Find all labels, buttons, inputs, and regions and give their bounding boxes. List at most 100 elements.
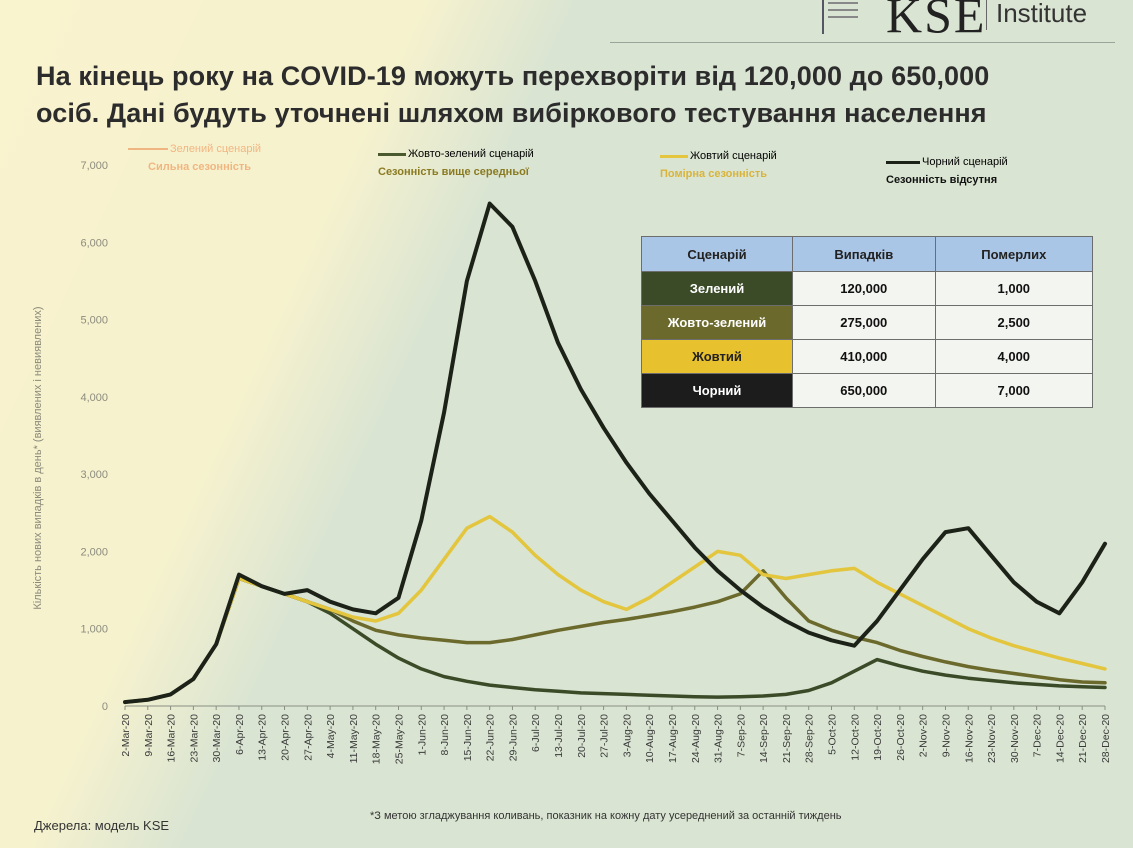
- table-header-scenario: Сценарій: [641, 236, 793, 272]
- y-tick-label: 4,000: [80, 392, 108, 404]
- x-tick-label: 3-Aug-20: [621, 714, 633, 757]
- x-tick-label: 13-Jul-20: [553, 714, 565, 758]
- legend-green: Зелений сценарій Сильна сезонність: [128, 143, 261, 173]
- series-line-green: [123, 576, 1107, 704]
- legend-label-black: Чорний сценарій: [922, 156, 1008, 168]
- y-tick-label: 3,000: [80, 469, 108, 481]
- headline-line-1: На кінець року на COVID-19 можуть перехв…: [36, 61, 990, 91]
- x-tick-label: 30-Mar-20: [211, 714, 223, 763]
- x-tick-label: 24-Aug-20: [690, 714, 702, 763]
- y-tick-label: 2,000: [80, 546, 108, 558]
- legend-sub-yellow: Помірна сезонність: [660, 168, 767, 180]
- y-tick-label: 5,000: [80, 315, 108, 327]
- scenario-table: Сценарій Випадків Померлих Зелений 120,0…: [641, 236, 1094, 408]
- x-tick-label: 16-Nov-20: [963, 714, 975, 763]
- table-row: Жовто-зелений 275,000 2,500: [641, 305, 1094, 340]
- headline-line-2: осіб. Дані будуть уточнені шляхом вибірк…: [36, 98, 987, 128]
- legend-black: Чорний сценарій Сезонність відсутня: [886, 156, 1008, 186]
- x-tick-label: 20-Jul-20: [576, 714, 588, 758]
- legend-label-green: Зелений сценарій: [170, 143, 262, 155]
- x-tick-label: 20-Apr-20: [280, 714, 292, 761]
- logo-separator: [986, 0, 987, 30]
- legend-label-yellow: Жовтий сценарій: [690, 150, 777, 162]
- x-tick-label: 28-Dec-20: [1100, 714, 1112, 763]
- y-tick-label: 6,000: [80, 237, 108, 249]
- legend-sub-green: Сильна сезонність: [148, 161, 252, 173]
- x-tick-label: 31-Aug-20: [713, 714, 725, 763]
- scenario-name: Жовто-зелений: [641, 305, 793, 340]
- scenario-cases: 120,000: [792, 271, 936, 306]
- legend-swatch-yellow-green: [378, 152, 406, 156]
- x-tick-label: 21-Sep-20: [781, 714, 793, 763]
- table-row: Жовтий 410,000 4,000: [641, 339, 1094, 374]
- x-tick-label: 28-Sep-20: [804, 714, 816, 763]
- scenario-cases: 410,000: [792, 339, 936, 374]
- x-tick-label: 15-Jun-20: [462, 714, 474, 761]
- kse-logo: KSE: [886, 0, 987, 43]
- header-rule: [610, 42, 1115, 43]
- x-tick-label: 1-Jun-20: [416, 714, 428, 756]
- legend-swatch-black: [886, 160, 920, 164]
- scenario-name: Чорний: [641, 373, 793, 408]
- legend-yellow-green: Жовто-зелений сценарій Сезонність вище с…: [378, 148, 534, 178]
- x-tick-label: 12-Oct-20: [849, 714, 861, 761]
- table-header-row: Сценарій Випадків Померлих: [641, 236, 1094, 272]
- x-tick-label: 19-Oct-20: [872, 714, 884, 761]
- legend-sub-black: Сезонність відсутня: [886, 174, 998, 186]
- x-tick-label: 14-Dec-20: [1054, 714, 1066, 763]
- scenario-deaths: 1,000: [934, 271, 1094, 306]
- scenario-name: Жовтий: [641, 339, 793, 374]
- x-tick-label: 6-Jul-20: [530, 714, 542, 752]
- x-tick-label: 7-Sep-20: [735, 714, 747, 757]
- x-tick-label: 25-May-20: [393, 714, 405, 764]
- x-tick-label: 9-Nov-20: [940, 714, 952, 757]
- x-tick-label: 13-Apr-20: [257, 714, 269, 761]
- x-tick-label: 26-Oct-20: [895, 714, 907, 761]
- table-row: Зелений 120,000 1,000: [641, 271, 1094, 306]
- series-line-black: [123, 201, 1107, 705]
- y-tick-label: 0: [102, 701, 108, 713]
- series-line-yellow: [123, 514, 1107, 704]
- footer-source: Джерела: модель KSE: [34, 818, 170, 833]
- scenario-cases: 650,000: [792, 373, 936, 408]
- scenario-deaths: 7,000: [934, 373, 1094, 408]
- x-tick-label: 30-Nov-20: [1009, 714, 1021, 763]
- x-tick-label: 2-Nov-20: [918, 714, 930, 757]
- x-tick-label: 27-Jul-20: [599, 714, 611, 758]
- x-tick-label: 2-Mar-20: [120, 714, 132, 757]
- x-tick-label: 14-Sep-20: [758, 714, 770, 763]
- x-tick-label: 5-Oct-20: [827, 714, 839, 755]
- x-tick-label: 11-May-20: [348, 714, 360, 764]
- x-tick-label: 22-Jun-20: [485, 714, 497, 761]
- y-tick-label: 1,000: [80, 624, 108, 636]
- legend-label-yellow-green: Жовто-зелений сценарій: [408, 148, 534, 160]
- table-header-cases: Випадків: [792, 236, 936, 272]
- logo-emblem: [822, 0, 868, 34]
- table-header-deaths: Померлих: [934, 236, 1094, 272]
- legend-sub-yellow-green: Сезонність вище середньої: [378, 166, 529, 178]
- footer-note: *З метою згладжування коливань, показник…: [370, 810, 842, 822]
- scenario-cases: 275,000: [792, 305, 936, 340]
- x-tick-label: 4-May-20: [325, 714, 337, 759]
- x-tick-label: 16-Mar-20: [166, 714, 178, 763]
- x-tick-label: 29-Jun-20: [507, 714, 519, 761]
- legend-swatch-green: [128, 148, 168, 151]
- headline: На кінець року на COVID-19 можуть перехв…: [36, 58, 1116, 132]
- x-tick-label: 23-Mar-20: [188, 714, 200, 763]
- x-tick-label: 10-Aug-20: [644, 714, 656, 763]
- legend-swatch-yellow: [660, 154, 688, 158]
- x-tick-label: 7-Dec-20: [1032, 714, 1044, 757]
- institute-label: Institute: [996, 0, 1088, 28]
- x-tick-label: 23-Nov-20: [986, 714, 998, 763]
- y-tick-label: 7,000: [80, 160, 108, 172]
- scenario-name: Зелений: [641, 271, 793, 306]
- x-tick-label: 6-Apr-20: [234, 714, 246, 755]
- x-tick-label: 27-Apr-20: [302, 714, 314, 761]
- x-tick-label: 8-Jun-20: [439, 714, 451, 756]
- x-tick-label: 17-Aug-20: [667, 714, 679, 763]
- x-tick-label: 9-Mar-20: [143, 714, 155, 757]
- x-tick-label: 18-May-20: [371, 714, 383, 764]
- scenario-deaths: 4,000: [934, 339, 1094, 374]
- legend-yellow: Жовтий сценарій Помірна сезонність: [660, 150, 777, 180]
